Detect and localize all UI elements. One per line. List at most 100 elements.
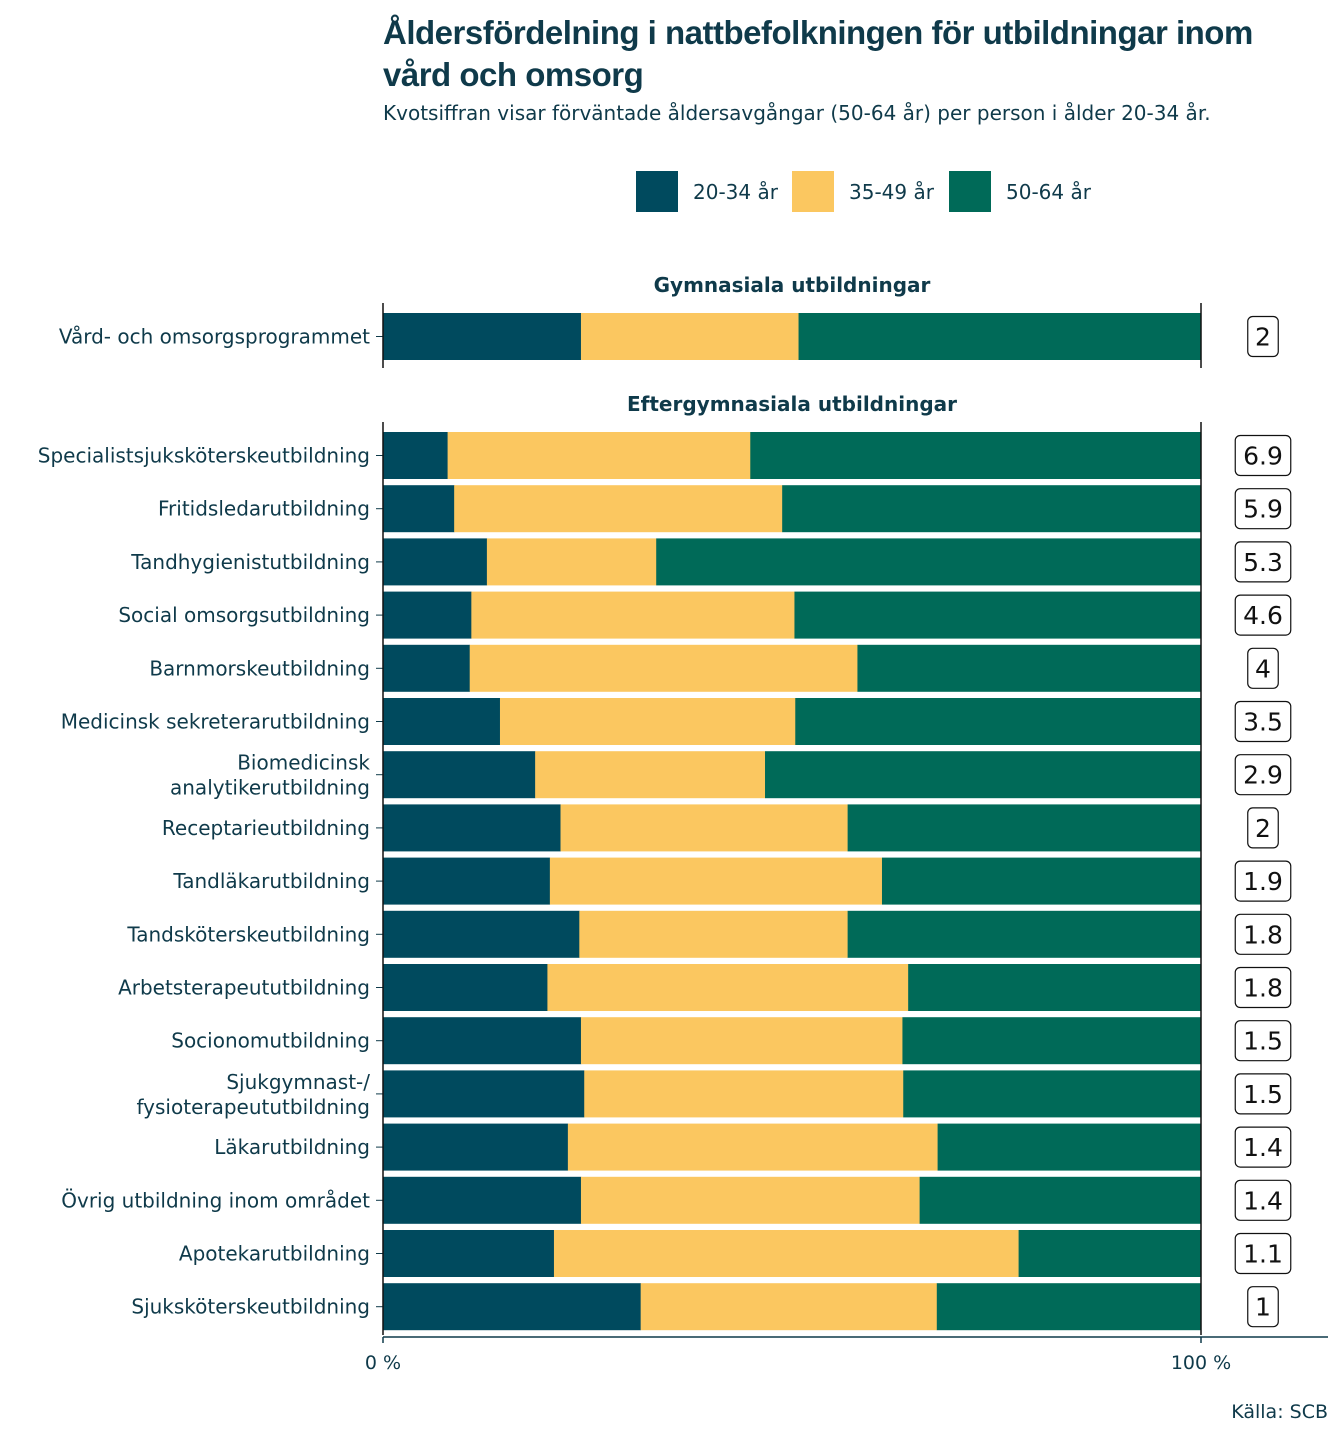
bar-segment [1018,1230,1202,1277]
legend-swatch [792,171,834,212]
ratio-box [1234,594,1292,636]
source-note: Källa: SCB [1231,1401,1328,1423]
ratio-label: 1.4 [1243,1186,1283,1215]
bar-row: Social omsorgsutbildning 4.6 [118,591,1292,639]
bar-segment [656,538,1202,586]
category-label: Social omsorgsutbildning [118,603,370,627]
bar-segment [549,857,883,905]
bar-segment [535,751,766,799]
bar-segment [383,964,548,1011]
panel-title: Gymnasiala utbildningar [654,273,931,297]
bar-row: Vård- och omsorgsprogrammet 2 [59,313,1279,360]
ratio-box [1234,488,1292,530]
bar-segment [567,1123,938,1171]
bar-segment [798,313,1202,360]
bar-segment [383,698,501,745]
bar-segment [580,1017,903,1065]
bar-segment [383,313,582,360]
bar-segment [499,698,796,745]
chart-subtitle: Kvotsiffran visar förväntade åldersavgån… [383,101,1211,125]
category-label: Medicinsk sekreterarutbildning [61,710,370,734]
x-tick-label: 0 % [365,1352,401,1374]
category-label: Läkarutbildning [214,1135,370,1159]
bar-segment [383,1230,555,1277]
ratio-label: 3.5 [1243,708,1283,737]
chart-title: Åldersfördelning i nattbefolkningen för … [383,14,1253,93]
bar-segment [383,910,580,958]
bar-segment [383,1283,641,1331]
ratio-box [1247,315,1279,358]
category-label-line: fysioterapeututbildning [136,1095,370,1119]
ratio-label: 5.9 [1243,495,1283,524]
bar-row: Läkarutbildning 1.4 [214,1123,1292,1171]
bar-row: Biomedicinsk analytikerutbildning 2.9 [170,751,1292,800]
panel: Gymnasiala utbildningar Vård- och omsorgs… [59,273,1279,368]
category-label: Fritidsledarutbildning [158,497,370,521]
ratio-box [1247,1286,1279,1328]
bar-segment [908,964,1202,1011]
bar-segment [553,1230,1019,1277]
bar-segment [782,485,1202,533]
bar-segment [383,1176,582,1224]
bar-segment [794,591,1202,639]
bar-row: Tandläkarutbildning 1.9 [172,857,1292,905]
ratio-label: 2.9 [1243,761,1283,790]
bar-segment [447,432,751,479]
bar-row: Fritidsledarutbildning 5.9 [158,485,1292,533]
ratio-box [1234,1073,1292,1115]
ratio-box [1234,1020,1292,1062]
ratio-box [1247,807,1279,849]
bar-segment [547,964,909,1011]
bar-row: Sjuksköterskeutbildning 1 [131,1283,1279,1331]
bar-row: Apotekarutbildning 1.1 [179,1230,1292,1277]
category-label: Tandhygienistutbildning [130,550,370,574]
ratio-box [1234,1179,1292,1221]
category-label: Socionomutbildning [171,1029,370,1053]
bar-segment [795,698,1202,745]
bar-segment [919,1176,1202,1224]
bar-segment [383,432,448,479]
panel-title: Eftergymnasiala utbildningar [627,392,957,416]
ratio-label: 1.8 [1243,920,1283,949]
bar-segment [383,538,488,586]
ratio-box [1234,966,1292,1009]
ratio-label: 1.4 [1243,1133,1283,1162]
category-label: Barnmorskeutbildning [149,656,370,680]
bar-segment [765,751,1202,799]
bar-row: Övrig utbildning inom området 1.4 [61,1176,1292,1224]
category-label: Sjukgymnast-/fysioterapeututbildning [136,1070,370,1119]
bar-row: Sjukgymnast-/fysioterapeututbildning 1.5 [136,1070,1292,1119]
ratio-label: 1.9 [1243,867,1283,896]
legend-swatch [636,171,678,212]
ratio-box [1234,700,1292,743]
bar-segment [486,538,657,586]
bar-segment [383,1123,569,1171]
bar-segment [383,751,536,799]
category-label: Biomedicinsk analytikerutbildning [170,751,370,800]
bar-segment [383,591,472,639]
bar-segment [902,1017,1202,1065]
ratio-box [1234,913,1292,955]
bar-row: Receptarieutbildning 2 [162,804,1279,852]
ratio-label: 1.5 [1243,1080,1283,1109]
bar-segment [584,1070,904,1118]
bar-row: Socionomutbildning 1.5 [171,1017,1292,1065]
category-label-line: analytikerutbildning [170,776,370,800]
bar-segment [383,644,471,692]
ratio-label: 2 [1255,814,1271,843]
category-label: Arbetsterapeututbildning [118,976,370,1000]
x-tick-label: 100 % [1171,1352,1231,1374]
bar-segment [857,644,1202,692]
category-label: Apotekarutbildning [179,1242,370,1266]
category-label: Receptarieutbildning [162,816,370,840]
bar-segment [383,1017,582,1065]
bar-row: Specialistsjuksköterskeutbildning 6.9 [38,432,1292,479]
bar-segment [750,432,1202,479]
bar-row: Arbetsterapeututbildning 1.8 [118,964,1292,1011]
bar-segment [903,1070,1202,1118]
ratio-label: 1 [1255,1293,1271,1322]
legend-label: 35-49 år [849,180,935,204]
ratio-label: 4.6 [1243,601,1283,630]
bar-segment [640,1283,938,1331]
